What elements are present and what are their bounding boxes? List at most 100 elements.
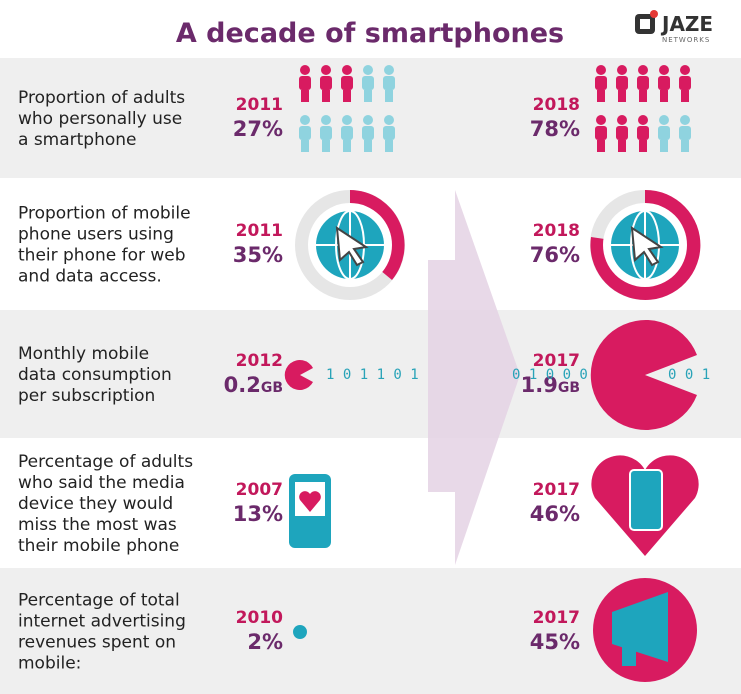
person-legs bbox=[597, 90, 605, 102]
person-head bbox=[617, 65, 627, 75]
person-head bbox=[638, 115, 648, 125]
person-head bbox=[596, 115, 606, 125]
tablet bbox=[629, 469, 663, 531]
value-number: 0.2 bbox=[224, 373, 261, 397]
value: 2% bbox=[247, 630, 283, 654]
pacman bbox=[284, 360, 313, 391]
person-legs bbox=[618, 90, 626, 102]
person-body bbox=[341, 76, 353, 90]
year: 2010 bbox=[236, 608, 283, 628]
icons bbox=[284, 189, 701, 682]
cursor bbox=[335, 226, 369, 267]
year: 2017 bbox=[533, 608, 580, 628]
row-label: data consumption bbox=[18, 365, 172, 385]
person-legs bbox=[343, 90, 351, 102]
person-body bbox=[616, 126, 628, 140]
person-head bbox=[659, 65, 669, 75]
person-body bbox=[362, 76, 374, 90]
cursor bbox=[630, 226, 664, 267]
row-label: Percentage of adults bbox=[18, 452, 193, 472]
person-head bbox=[384, 115, 394, 125]
person-body bbox=[383, 126, 395, 140]
person-head bbox=[638, 65, 648, 75]
person-head bbox=[363, 115, 373, 125]
person-body bbox=[595, 126, 607, 140]
heart bbox=[299, 491, 321, 512]
logo-sub: NETWORKS bbox=[662, 36, 710, 44]
megaphone-handle bbox=[622, 644, 636, 666]
person-legs bbox=[597, 140, 605, 152]
person-body bbox=[658, 126, 670, 140]
person-body bbox=[299, 126, 311, 140]
row-label: a smartphone bbox=[18, 130, 137, 150]
row-label: their phone for web bbox=[18, 246, 186, 266]
row-label: phone users using bbox=[18, 225, 174, 245]
person-head bbox=[342, 115, 352, 125]
row-label: device they would bbox=[18, 494, 173, 514]
person-head bbox=[596, 65, 606, 75]
row-label: per subscription bbox=[18, 386, 155, 406]
row-label: mobile: bbox=[18, 654, 81, 674]
year: 2011 bbox=[236, 95, 283, 115]
person-head bbox=[617, 115, 627, 125]
year: 2017 bbox=[533, 351, 580, 371]
row-label: and data access. bbox=[18, 267, 162, 287]
row-label: internet advertising bbox=[18, 612, 186, 632]
person-head bbox=[342, 65, 352, 75]
megaphone bbox=[293, 625, 307, 639]
row-label: who said the media bbox=[18, 473, 185, 493]
person-legs bbox=[660, 140, 668, 152]
value: 46% bbox=[530, 502, 580, 526]
person-body bbox=[299, 76, 311, 90]
person-body bbox=[320, 76, 332, 90]
person-head bbox=[680, 65, 690, 75]
person-head bbox=[300, 65, 310, 75]
person-body bbox=[679, 76, 691, 90]
person-legs bbox=[301, 140, 309, 152]
person-head bbox=[321, 115, 331, 125]
person-legs bbox=[385, 140, 393, 152]
person-head bbox=[321, 65, 331, 75]
person-head bbox=[363, 65, 373, 75]
person-body bbox=[658, 76, 670, 90]
pacman bbox=[590, 320, 697, 430]
person-head bbox=[384, 65, 394, 75]
value: 1.9GB bbox=[521, 373, 580, 397]
value: 27% bbox=[233, 117, 283, 141]
value-unit: GB bbox=[558, 380, 580, 396]
year: 2018 bbox=[533, 221, 580, 241]
person-legs bbox=[618, 140, 626, 152]
year: 2007 bbox=[236, 480, 283, 500]
person-head bbox=[680, 115, 690, 125]
person-legs bbox=[343, 140, 351, 152]
person-body bbox=[383, 76, 395, 90]
logo-icon bbox=[640, 19, 650, 29]
person-legs bbox=[301, 90, 309, 102]
value: 13% bbox=[233, 502, 283, 526]
person-body bbox=[679, 126, 691, 140]
person-legs bbox=[322, 140, 330, 152]
person-body bbox=[637, 126, 649, 140]
value: 78% bbox=[530, 117, 580, 141]
value: 76% bbox=[530, 243, 580, 267]
person-legs bbox=[639, 140, 647, 152]
row-label: Proportion of adults bbox=[18, 88, 185, 108]
person-legs bbox=[364, 90, 372, 102]
bits: 0 1 0 0 0 bbox=[512, 367, 588, 383]
bits: 1 0 1 1 0 1 bbox=[326, 367, 419, 383]
year: 2012 bbox=[236, 351, 283, 371]
person-legs bbox=[681, 140, 689, 152]
value-number: 1.9 bbox=[521, 373, 558, 397]
person-body bbox=[362, 126, 374, 140]
row-label: Proportion of mobile bbox=[18, 204, 191, 224]
value: 0.2GB bbox=[224, 373, 283, 397]
person-head bbox=[659, 115, 669, 125]
bits: 0 0 1 bbox=[668, 367, 710, 383]
person-body bbox=[637, 76, 649, 90]
row-label: revenues spent on bbox=[18, 633, 176, 653]
arrow bbox=[428, 190, 520, 565]
person-body bbox=[320, 126, 332, 140]
row-label: Monthly mobile bbox=[18, 344, 149, 364]
row-label: miss the most was bbox=[18, 515, 177, 535]
